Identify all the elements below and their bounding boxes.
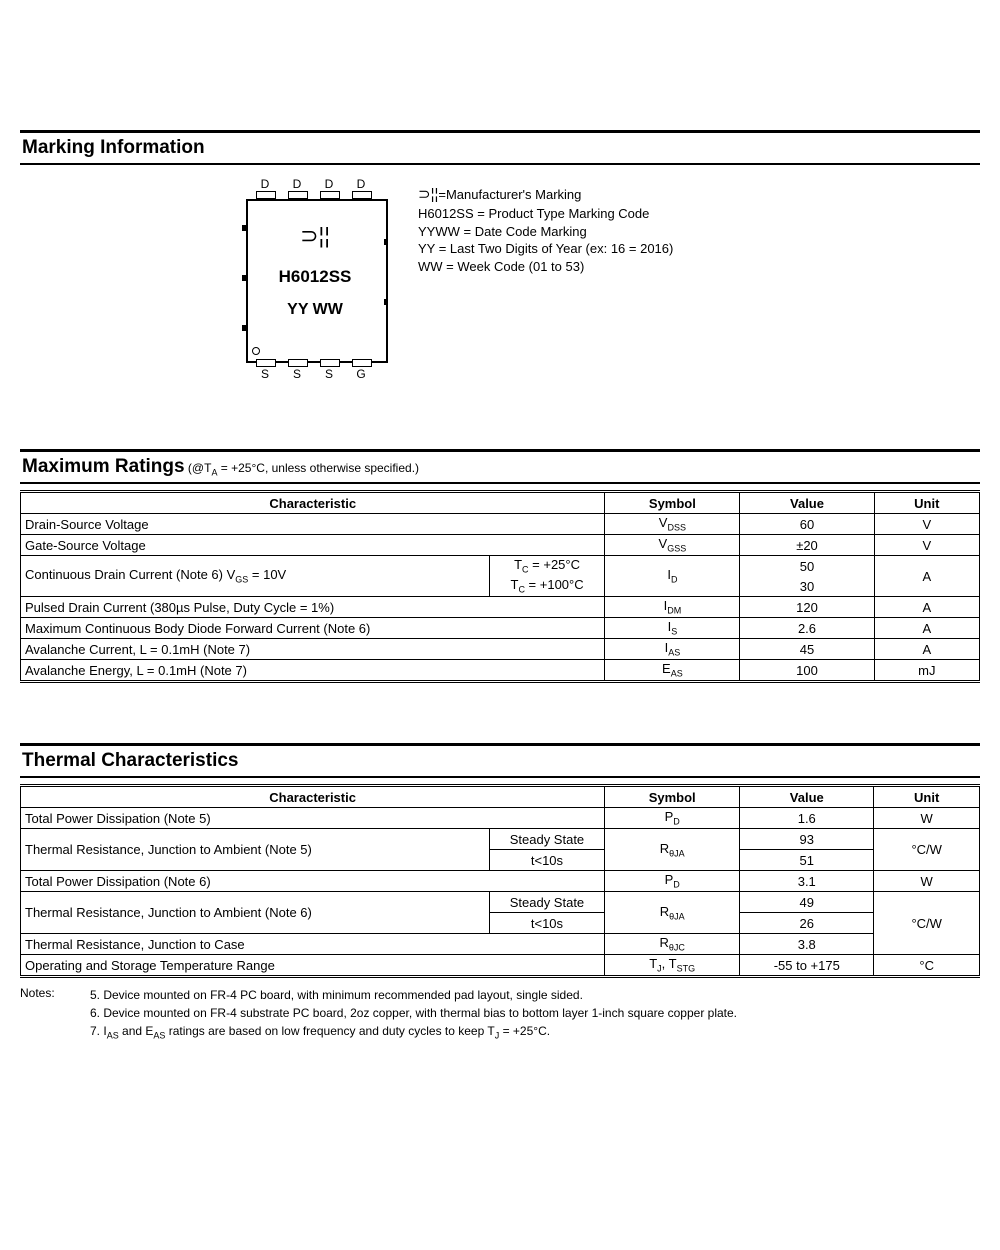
marking-legend: ⊃¦¦=Manufacturer's Marking H6012SS = Pro…	[418, 179, 673, 275]
table-row: Maximum Continuous Body Diode Forward Cu…	[21, 618, 980, 639]
pin-label-top-1: D	[256, 177, 274, 191]
th-symbol: Symbol	[605, 492, 740, 514]
side-nub	[384, 299, 388, 305]
pin-label-bot-4: G	[352, 367, 370, 381]
legend-line-2: H6012SS = Product Type Marking Code	[418, 205, 673, 223]
pin-label-bot-1: S	[256, 367, 274, 381]
table-row: Total Power Dissipation (Note 5) PD 1.6 …	[21, 808, 980, 829]
chip-date: YY WW	[246, 301, 384, 319]
table-row: Thermal Resistance, Junction to Ambient …	[21, 892, 980, 913]
pin-bot-4	[352, 359, 372, 367]
thermal-title: Thermal Characteristics	[20, 746, 980, 778]
chip-diagram: D D D D ⊃¦¦ H6012SS YY WW S S S G	[230, 179, 400, 379]
table-header-row: Characteristic Symbol Value Unit	[21, 492, 980, 514]
max-ratings-section: Maximum Ratings (@TA = +25°C, unless oth…	[20, 449, 980, 683]
pin-top-2	[288, 191, 308, 199]
th-characteristic: Characteristic	[21, 492, 605, 514]
notes-body: 5. Device mounted on FR-4 PC board, with…	[90, 986, 737, 1043]
pin-top-1	[256, 191, 276, 199]
max-ratings-table: Characteristic Symbol Value Unit Drain-S…	[20, 490, 980, 683]
pin-label-bot-3: S	[320, 367, 338, 381]
table-row: Total Power Dissipation (Note 6) PD 3.1 …	[21, 871, 980, 892]
table-row: Avalanche Current, L = 0.1mH (Note 7) IA…	[21, 639, 980, 660]
th-value: Value	[740, 492, 874, 514]
legend-line-5: WW = Week Code (01 to 53)	[418, 258, 673, 276]
table-row: Operating and Storage Temperature Range …	[21, 955, 980, 977]
side-nub	[242, 325, 246, 331]
th-symbol: Symbol	[605, 786, 740, 808]
table-row: Avalanche Energy, L = 0.1mH (Note 7) EAS…	[21, 660, 980, 682]
table-row: Thermal Resistance, Junction to Ambient …	[21, 829, 980, 850]
th-value: Value	[740, 786, 874, 808]
note-6: 6. Device mounted on FR-4 substrate PC b…	[90, 1004, 737, 1022]
table-row: Continuous Drain Current (Note 6) VGS = …	[21, 556, 980, 577]
thermal-section: Thermal Characteristics Characteristic S…	[20, 743, 980, 1043]
pin-label-top-3: D	[320, 177, 338, 191]
legend-logo: ⊃¦¦	[418, 186, 438, 203]
table-row: Drain-Source Voltage VDSS 60 V	[21, 514, 980, 535]
pin1-marker	[252, 347, 260, 355]
th-unit: Unit	[874, 786, 980, 808]
thermal-table: Characteristic Symbol Value Unit Total P…	[20, 784, 980, 978]
pin-bot-3	[320, 359, 340, 367]
marking-section: Marking Information D D D D ⊃¦¦ H6012SS …	[20, 130, 980, 389]
note-5: 5. Device mounted on FR-4 PC board, with…	[90, 986, 737, 1004]
legend-line-3: YYWW = Date Code Marking	[418, 223, 673, 241]
th-unit: Unit	[874, 492, 979, 514]
pin-label-top-4: D	[352, 177, 370, 191]
chip-logo: ⊃¦¦	[246, 223, 384, 249]
table-header-row: Characteristic Symbol Value Unit	[21, 786, 980, 808]
legend-line-4: YY = Last Two Digits of Year (ex: 16 = 2…	[418, 240, 673, 258]
pin-bot-2	[288, 359, 308, 367]
pin-label-top-2: D	[288, 177, 306, 191]
th-characteristic: Characteristic	[21, 786, 605, 808]
note-7: 7. IAS and EAS ratings are based on low …	[90, 1022, 737, 1043]
legend-line-1: ⊃¦¦=Manufacturer's Marking	[418, 185, 673, 205]
table-row: Pulsed Drain Current (380µs Pulse, Duty …	[21, 597, 980, 618]
marking-title: Marking Information	[20, 133, 980, 165]
side-nub	[384, 239, 388, 245]
pin-bot-1	[256, 359, 276, 367]
pin-top-4	[352, 191, 372, 199]
pin-top-3	[320, 191, 340, 199]
table-row: Thermal Resistance, Junction to Case RθJ…	[21, 934, 980, 955]
notes-label: Notes:	[20, 986, 70, 1043]
chip-part: H6012SS	[246, 267, 384, 287]
marking-body: D D D D ⊃¦¦ H6012SS YY WW S S S G	[20, 165, 980, 389]
notes: Notes: 5. Device mounted on FR-4 PC boar…	[20, 986, 980, 1043]
table-row: Gate-Source Voltage VGSS ±20 V	[21, 535, 980, 556]
pin-label-bot-2: S	[288, 367, 306, 381]
max-ratings-title: Maximum Ratings (@TA = +25°C, unless oth…	[20, 452, 980, 484]
